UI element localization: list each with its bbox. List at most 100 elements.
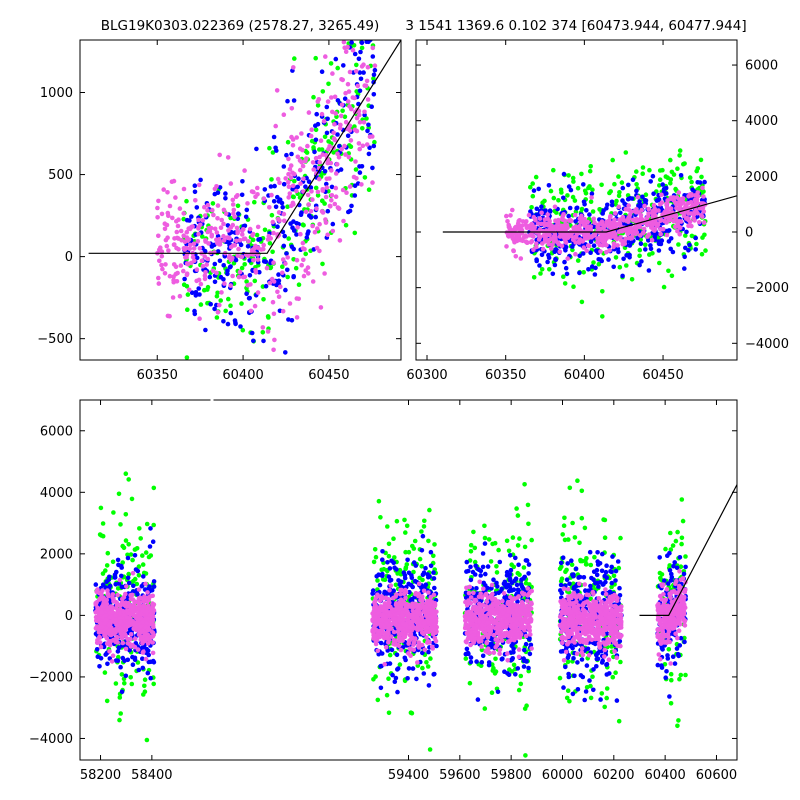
data-point — [427, 602, 433, 607]
data-point — [357, 146, 363, 152]
data-point — [584, 208, 589, 213]
data-point — [142, 689, 148, 694]
data-point — [116, 491, 122, 497]
data-point — [261, 196, 267, 201]
data-point — [306, 202, 311, 207]
data-point — [236, 246, 241, 252]
data-point — [407, 638, 412, 644]
data-point — [657, 177, 663, 182]
data-point — [197, 292, 202, 297]
data-point — [223, 191, 228, 196]
data-point — [214, 237, 219, 242]
data-point — [289, 106, 295, 111]
data-point — [241, 227, 246, 232]
data-point — [407, 589, 412, 595]
data-point — [471, 529, 476, 535]
data-point — [275, 224, 280, 229]
data-point — [205, 202, 211, 208]
data-point — [695, 210, 700, 216]
data-point — [359, 40, 365, 45]
data-point — [296, 176, 301, 181]
data-point — [342, 96, 348, 101]
data-point — [289, 134, 294, 140]
data-point — [107, 628, 112, 633]
data-point — [314, 206, 319, 211]
data-point — [228, 244, 234, 250]
data-point — [528, 642, 534, 648]
data-point — [703, 248, 708, 253]
data-point — [130, 592, 135, 598]
data-point — [271, 347, 276, 353]
y-tick-label: −2000 — [745, 281, 789, 296]
data-point — [370, 617, 375, 622]
x-tick-label: 60350 — [485, 368, 526, 383]
data-point — [325, 116, 330, 122]
data-point — [584, 248, 589, 254]
data-point — [366, 122, 371, 128]
data-point — [276, 294, 282, 300]
data-point — [128, 675, 133, 680]
data-point — [699, 174, 704, 180]
data-point — [529, 205, 534, 210]
data-point — [303, 209, 309, 215]
data-point — [230, 202, 236, 207]
data-point — [142, 677, 148, 682]
data-point — [668, 246, 673, 252]
data-point — [187, 246, 193, 251]
data-point — [562, 281, 568, 286]
data-point — [143, 609, 149, 615]
data-point — [361, 70, 366, 75]
data-point — [129, 681, 135, 687]
data-point — [537, 216, 543, 221]
data-point — [128, 632, 134, 637]
data-point — [102, 633, 107, 638]
data-point — [384, 620, 389, 626]
data-point — [389, 634, 394, 639]
data-point — [370, 180, 375, 185]
data-point — [579, 171, 584, 177]
data-point — [202, 273, 208, 278]
data-point — [222, 281, 227, 286]
data-point — [110, 653, 116, 658]
data-point — [100, 521, 106, 526]
data-point — [122, 658, 127, 663]
data-point — [129, 496, 135, 502]
data-point — [143, 550, 149, 555]
data-point — [136, 596, 142, 601]
data-point — [410, 624, 416, 629]
data-point — [342, 143, 347, 149]
data-point — [219, 217, 224, 223]
data-point — [624, 263, 629, 268]
data-point — [281, 164, 287, 169]
data-point — [115, 658, 121, 663]
data-point — [107, 610, 113, 616]
data-point — [127, 647, 132, 653]
data-point — [242, 168, 247, 173]
data-point — [193, 293, 199, 298]
data-point — [472, 559, 478, 565]
data-point — [518, 256, 524, 261]
data-point — [197, 316, 202, 322]
data-point — [142, 633, 148, 638]
data-point — [165, 190, 170, 195]
data-point — [314, 245, 320, 251]
data-point — [397, 567, 403, 573]
data-point — [198, 222, 203, 228]
data-point — [352, 51, 358, 57]
data-point — [386, 676, 391, 681]
data-point — [531, 247, 536, 253]
data-point — [337, 238, 343, 243]
data-point — [483, 571, 488, 577]
data-point — [127, 641, 133, 647]
data-point — [558, 187, 564, 193]
data-point — [228, 257, 234, 263]
data-point — [170, 295, 176, 300]
data-point — [310, 279, 316, 284]
data-point — [285, 139, 291, 145]
data-point — [158, 245, 163, 250]
data-point — [299, 210, 304, 215]
data-point — [359, 45, 365, 51]
data-point — [494, 564, 499, 569]
data-point — [208, 225, 214, 231]
